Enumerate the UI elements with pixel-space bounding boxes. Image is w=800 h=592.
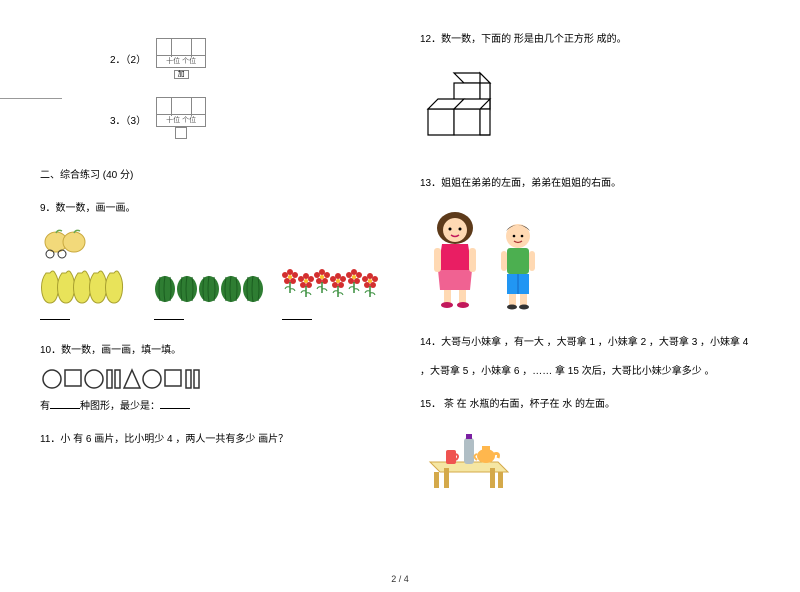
section-2-title: 二、综合练习 (40 分) xyxy=(40,166,380,181)
q12: 12．数一数，下面的 形是由几个正方形 成的。 xyxy=(420,30,760,156)
pears-group xyxy=(40,267,136,323)
q11: 11．小 有 6 画片，比小明少 4 ，两人一共有多少 画片？ xyxy=(40,430,380,445)
q10-fill: 有 种图形，最少是： xyxy=(40,397,380,412)
abacus-answer-box xyxy=(175,127,187,139)
abacus-1: 十位 个位 加 xyxy=(156,38,206,79)
shapes-row-image xyxy=(40,364,240,394)
apples-image xyxy=(40,222,110,260)
pears-image xyxy=(40,267,136,307)
abacus-op: 加 xyxy=(174,70,189,79)
q14: 14．大哥与小妹拿 ，有一大 ，大哥拿 1 ，小妹拿 2 ，大哥拿 3 ，小妹拿… xyxy=(420,334,760,377)
siblings-image xyxy=(420,203,560,313)
q2-row: 2．（2） 十位 个位 加 xyxy=(40,38,380,79)
q12-text: 12．数一数，下面的 形是由几个正方形 成的。 xyxy=(420,30,760,45)
melons-blank xyxy=(154,310,184,320)
flowers-image xyxy=(282,267,382,307)
q3-row: 3．（3） 十位 个位 xyxy=(40,97,380,142)
q2-label: 2．（2） xyxy=(110,51,146,66)
right-column: 12．数一数，下面的 形是由几个正方形 成的。 xyxy=(400,0,800,592)
page-number: 2 / 4 xyxy=(391,574,409,584)
left-column: 2．（2） 十位 个位 加 3．（3） xyxy=(0,0,400,592)
q10-prefix: 有 xyxy=(40,401,50,412)
worksheet-page: 2．（2） 十位 个位 加 3．（3） xyxy=(0,0,800,592)
q15: 15． 茶 在 水瓶的右面，杯子在 水 的左面。 xyxy=(420,395,760,497)
q10-blank2 xyxy=(160,399,190,409)
produce-row xyxy=(40,267,380,323)
section-title-text: 二、综合练习 (40 分) xyxy=(40,166,380,181)
cubes-image xyxy=(420,63,510,153)
melons-group xyxy=(154,271,264,323)
q10: 10．数一数，画一画，填一填。 有 种图形，最少是： xyxy=(40,341,380,412)
abacus-2-label: 十位 个位 xyxy=(156,115,206,127)
q14-text-a: 14．大哥与小妹拿 ，有一大 ，大哥拿 1 ，小妹拿 2 ，大哥拿 3 ，小妹拿… xyxy=(420,334,760,352)
melons-image xyxy=(154,271,264,307)
flowers-group xyxy=(282,267,382,323)
q10-blank1 xyxy=(50,399,80,409)
q9: 9．数一数，画一画。 xyxy=(40,199,380,323)
q3-label: 3．（3） xyxy=(110,112,146,127)
q13: 13．姐姐在弟弟的左面，弟弟在姐姐的右面。 xyxy=(420,174,760,316)
abacus-2: 十位 个位 xyxy=(156,97,206,142)
table-image xyxy=(420,424,520,494)
flowers-blank xyxy=(282,310,312,320)
q10-mid: 种图形，最少是： xyxy=(80,401,160,412)
q14-text-b: ，大哥拿 5 ，小妹拿 6 ，…… 拿 15 次后，大哥比小妹少拿多少 。 xyxy=(420,362,760,377)
abacus-1-label: 十位 个位 xyxy=(156,56,206,68)
q10-text: 10．数一数，画一画，填一填。 xyxy=(40,341,380,356)
pears-blank xyxy=(40,310,70,320)
q9-text: 9．数一数，画一画。 xyxy=(40,199,380,214)
q15-text: 15． 茶 在 水瓶的右面，杯子在 水 的左面。 xyxy=(420,395,760,410)
q11-text: 11．小 有 6 画片，比小明少 4 ，两人一共有多少 画片？ xyxy=(40,430,380,445)
q13-text: 13．姐姐在弟弟的左面，弟弟在姐姐的右面。 xyxy=(420,174,760,189)
